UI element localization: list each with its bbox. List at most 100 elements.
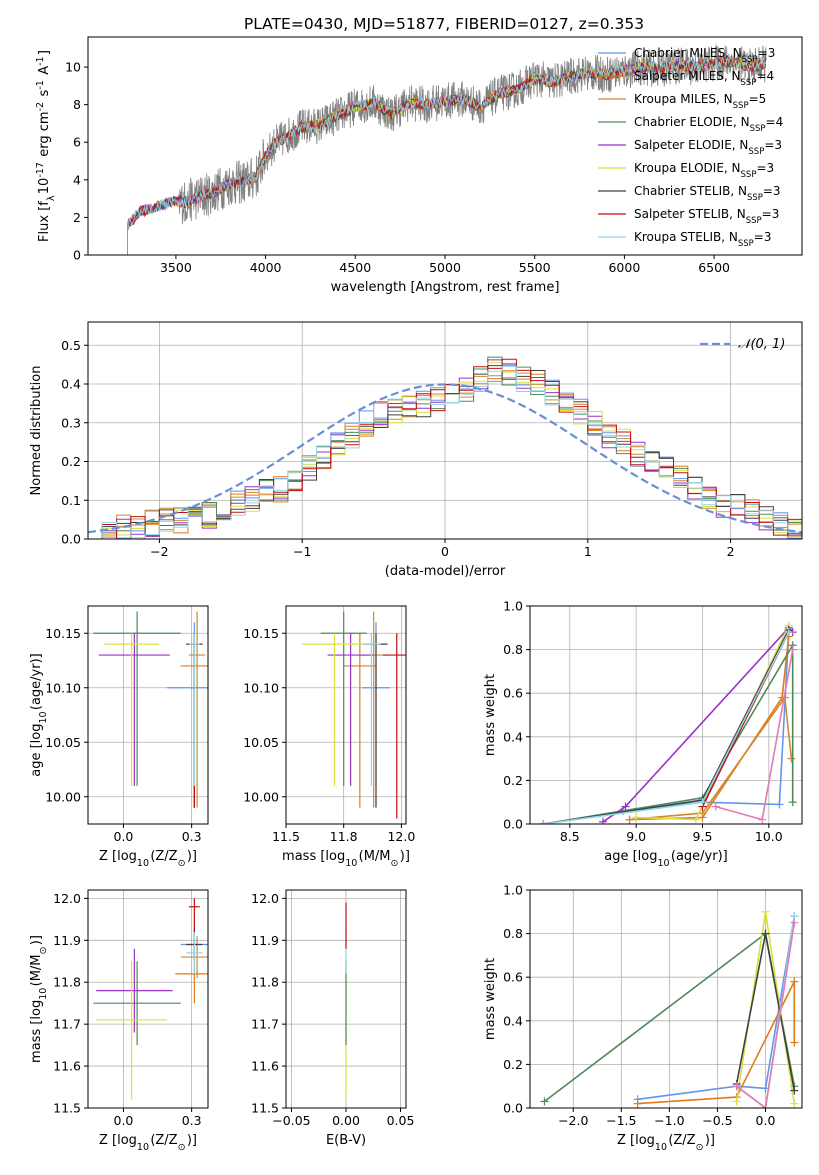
x-tick-label: 4500 <box>339 260 371 275</box>
y-tick-label: 0.8 <box>503 642 523 657</box>
y-tick-label: 11.5 <box>251 1101 279 1116</box>
x-tick-label: −2 <box>150 544 168 559</box>
errorbar-point <box>382 633 406 819</box>
legend-sub: SSP <box>747 193 763 203</box>
x-tick-label: 0.0 <box>114 1113 134 1128</box>
x-axis-label-part: wavelength [Angstrom, rest frame] <box>331 280 560 295</box>
x-axis-label-part: ⊙ <box>391 858 399 869</box>
y-tick-label: 11.8 <box>251 975 279 990</box>
weight-line-2 <box>629 695 793 821</box>
y-tick-label: 0.0 <box>61 532 81 547</box>
legend-suffix: =3 <box>756 161 774 175</box>
plot-area-age-vs-mass <box>302 611 406 819</box>
y-axis-label-part: erg cm <box>37 111 52 160</box>
y-tick-label: 11.5 <box>53 1101 81 1116</box>
gaussian-curve <box>88 383 802 534</box>
y-tick-label: 10.05 <box>243 735 279 750</box>
y-tick-label: 12.0 <box>251 891 279 906</box>
y-axis-label-part: A <box>37 66 52 79</box>
legend-suffix: =3 <box>758 46 776 60</box>
y-tick-label: 10.10 <box>243 680 279 695</box>
y-tick-label: 12.0 <box>53 891 81 906</box>
errorbar-point <box>359 611 388 808</box>
x-tick-label: 11.5 <box>272 829 300 844</box>
y-tick-label: 10.15 <box>243 626 279 641</box>
y-axis-label: mass weight <box>483 674 498 756</box>
y-tick-label: 0.3 <box>61 415 81 430</box>
y-tick-label: 0.4 <box>61 377 81 392</box>
y-axis-label-part: 10 <box>38 711 49 723</box>
errorbar-point <box>186 931 203 974</box>
x-tick-label: 5500 <box>519 260 551 275</box>
plot-area-spectrum <box>127 44 767 255</box>
errorbar-point <box>96 961 168 1100</box>
y-axis-label-part: λ <box>46 195 57 201</box>
legend-sub: SSP <box>741 78 757 88</box>
legend-sub: SSP <box>748 147 764 157</box>
x-tick-label: 12.0 <box>387 829 415 844</box>
histogram-step-7 <box>88 358 802 539</box>
x-tick-label: 0.3 <box>182 1113 202 1128</box>
y-tick-label: 10.00 <box>45 789 81 804</box>
y-tick-label: 0.6 <box>503 686 523 701</box>
legend-name: Chabrier MILES, N <box>634 46 742 60</box>
legend-entry-6: Chabrier STELIB, NSSP=3 <box>634 184 781 203</box>
plot-area-mass-weight-vs-Z <box>540 907 799 1108</box>
x-tick-label: 2 <box>727 544 735 559</box>
x-tick-label: 10.0 <box>755 829 783 844</box>
axes-frame <box>285 605 407 825</box>
axes-spectrum: 3500 4000 4500 5000 5500 6000 6500 0 2 4 6 8 10 Chabr… <box>65 36 803 275</box>
errorbar-point <box>96 948 173 1033</box>
x-axis-label-part: (Z/Z <box>150 849 177 864</box>
weight-line-6 <box>543 629 790 824</box>
x-axis-label-part: (data-model)/error <box>385 564 506 579</box>
errorbar-point <box>320 611 367 786</box>
legend-entry-4: Salpeter ELODIE, NSSP=3 <box>634 138 782 157</box>
errorbar-point <box>364 633 388 808</box>
legend-sub: SSP <box>746 216 762 226</box>
legend-entry-0: Chabrier MILES, NSSP=3 <box>634 46 775 65</box>
legend-sub: SSP <box>738 239 754 249</box>
x-tick-label: 8.5 <box>560 829 580 844</box>
x-tick-label: 9.5 <box>693 829 713 844</box>
axes-age-vs-mass: 11.5 11.8 12.0 10.00 10.05 10.10 10.15 <box>243 605 415 844</box>
legend-sub: SSP <box>742 55 758 65</box>
legend-name: Chabrier STELIB, N <box>634 184 747 198</box>
x-tick-label: 0.0 <box>114 829 134 844</box>
y-axis-label: Normed distribution <box>29 366 44 496</box>
legend-suffix: =3 <box>763 184 781 198</box>
y-axis-label-part: Flux [f <box>37 201 52 242</box>
x-axis-label-part: 10 <box>137 1142 149 1153</box>
errorbar-point <box>188 898 200 932</box>
y-tick-label: 11.9 <box>53 933 81 948</box>
legend-entry-1: Salpeter MILES, NSSP=4 <box>634 69 774 88</box>
legend-suffix: =4 <box>766 115 784 129</box>
legend-suffix: =3 <box>764 138 782 152</box>
y-tick-label: 0.6 <box>503 970 523 985</box>
y-axis-label: mass [log10 (M/M⊙ )] <box>29 935 49 1063</box>
x-tick-label: 0.05 <box>387 1113 415 1128</box>
x-tick-label: 3500 <box>160 260 192 275</box>
y-axis-label-part: age [log <box>29 724 44 777</box>
x-tick-label: −1.5 <box>606 1113 636 1128</box>
weight-line-1 <box>637 981 796 1105</box>
x-axis-label-part: mass [log <box>282 849 345 864</box>
errorbar-point <box>93 611 181 786</box>
y-tick-label: 0.5 <box>61 338 81 353</box>
errorbar-point <box>93 961 181 1046</box>
axes-frame <box>87 889 209 1109</box>
errorbar-point <box>302 633 367 786</box>
legend-entry-2: Kroupa MILES, NSSP=5 <box>634 92 766 111</box>
x-axis-label-part: ⊙ <box>178 858 186 869</box>
y-tick-label: 0.2 <box>61 454 81 469</box>
y-tick-label: 11.6 <box>53 1059 81 1074</box>
legend-sub: SSP <box>741 170 757 180</box>
y-tick-label: 0.2 <box>503 1057 523 1072</box>
x-axis-label-part: 10 <box>137 858 149 869</box>
y-axis-label-part: 10 <box>38 988 49 1000</box>
figure-title: PLATE=0430, MJD=51877, FIBERID=0127, z=0… <box>244 15 644 33</box>
legend-name: Salpeter STELIB, N <box>634 207 746 221</box>
y-axis-label-part: ⊙ <box>38 947 49 955</box>
y-tick-label: 0.8 <box>503 926 523 941</box>
